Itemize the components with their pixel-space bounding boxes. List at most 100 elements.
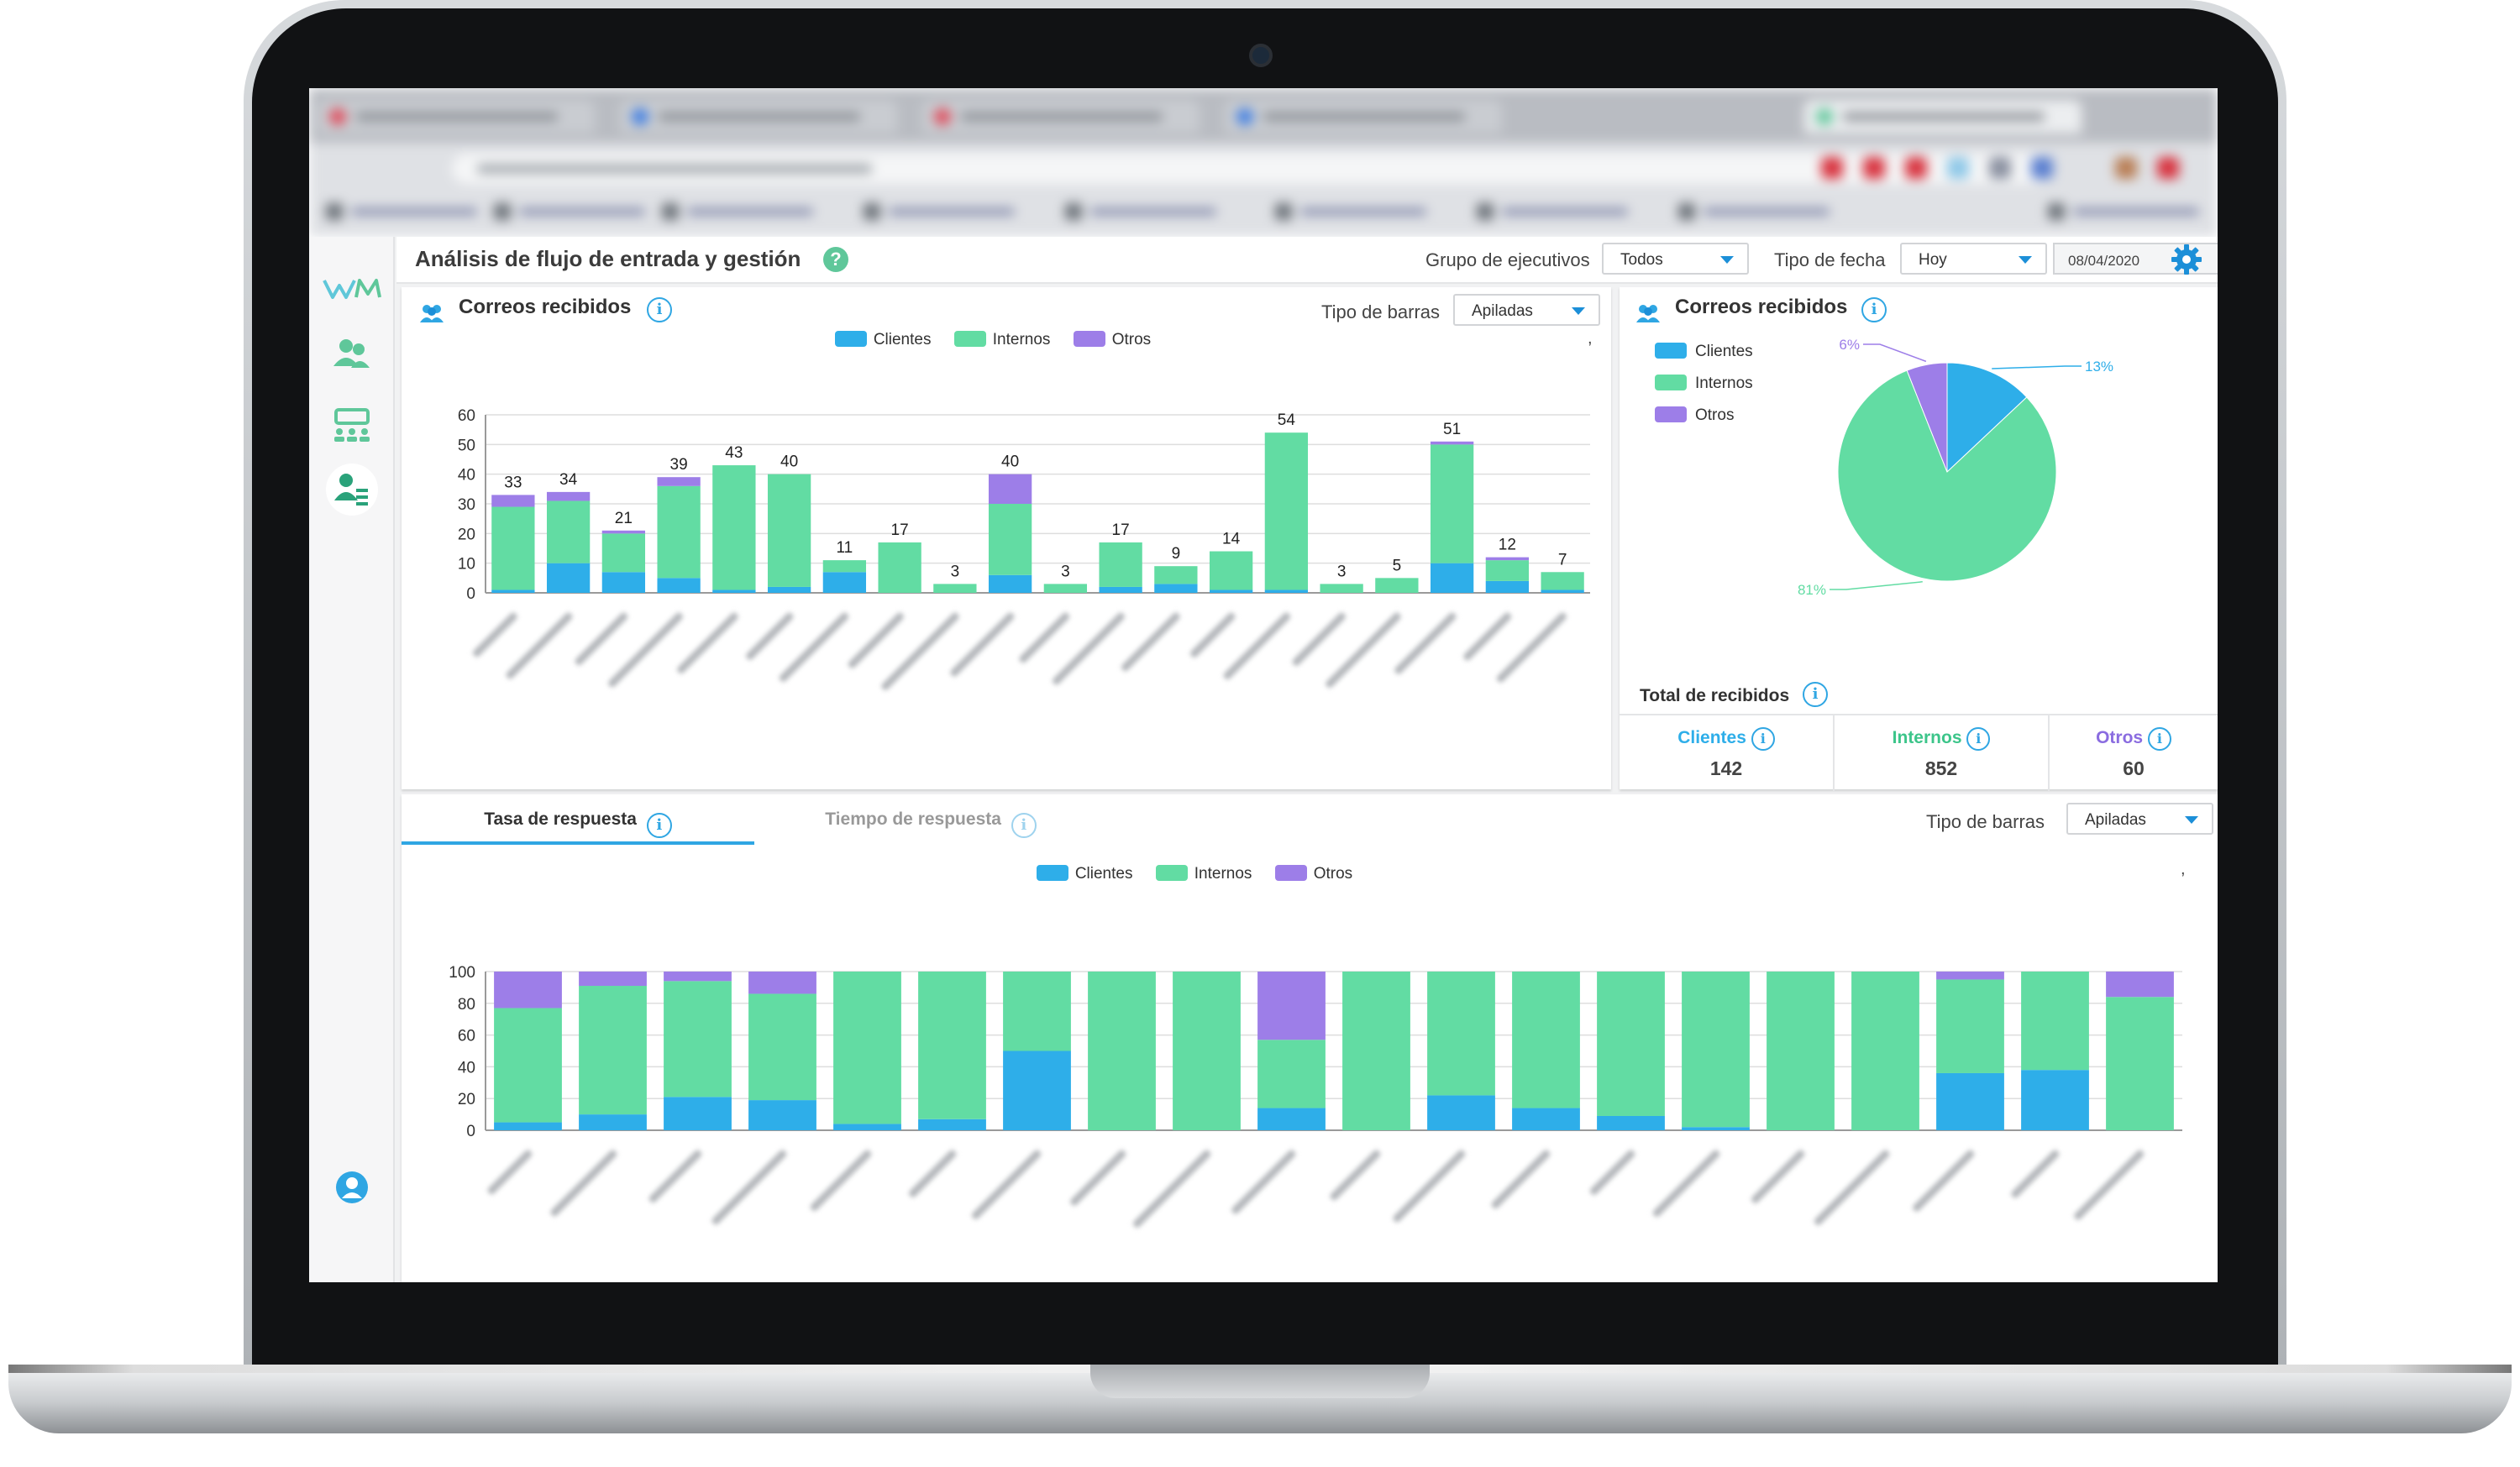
bar-total-label: 5 xyxy=(1393,557,1402,574)
extension-icon[interactable] xyxy=(1947,157,1969,179)
tab-tasa-de-respuesta[interactable]: Tasa de respuesta i xyxy=(402,794,754,845)
team-board-icon[interactable] xyxy=(329,401,375,447)
legend-item-otros[interactable]: Otros xyxy=(1655,406,1753,438)
date-type-select[interactable]: Hoy xyxy=(1900,243,2047,275)
bookmark[interactable] xyxy=(1275,202,1435,222)
gear-icon[interactable] xyxy=(2169,242,2204,277)
received-pie-card: Correos recibidos i Clientes Internos Ot… xyxy=(1620,287,2218,791)
x-tick-label-blurred xyxy=(1070,1150,1126,1206)
legend-item-otros[interactable]: Otros xyxy=(1073,331,1151,349)
bar-segment-internos xyxy=(1430,444,1474,563)
bar-segment-internos xyxy=(1003,972,1071,1051)
bookmark[interactable] xyxy=(662,202,822,222)
extension-icon[interactable] xyxy=(1863,157,1885,179)
address-bar[interactable] xyxy=(452,154,2048,184)
group-label: Grupo de ejecutivos xyxy=(1425,249,1590,270)
avatar[interactable] xyxy=(2115,157,2137,179)
extension-icon[interactable] xyxy=(1989,157,2011,179)
bookmark[interactable] xyxy=(864,202,1023,222)
bookmark[interactable] xyxy=(1678,202,1838,222)
legend-item-clientes[interactable]: Clientes xyxy=(1036,865,1133,883)
bar-type-select[interactable]: Apiladas xyxy=(1453,294,1600,326)
legend-item-clientes[interactable]: Clientes xyxy=(834,331,931,349)
info-icon[interactable]: i xyxy=(1861,297,1887,322)
top-bar: Análisis de flujo de entrada y gestión ?… xyxy=(396,237,2218,284)
bar-total-label: 39 xyxy=(670,456,688,474)
legend-item-internos[interactable]: Internos xyxy=(953,331,1050,349)
extension-icon[interactable] xyxy=(2157,157,2179,179)
extension-icon[interactable] xyxy=(1821,157,1843,179)
x-tick-label-blurred xyxy=(746,612,794,660)
app: Análisis de flujo de entrada y gestión ?… xyxy=(309,237,2218,1282)
bar-segment-internos xyxy=(1209,551,1253,590)
bookmark[interactable] xyxy=(326,202,486,222)
browser-tab[interactable] xyxy=(922,100,1200,134)
legend-item-clientes[interactable]: Clientes xyxy=(1655,343,1753,375)
x-tick-label-blurred xyxy=(779,612,849,682)
legend-item-otros[interactable]: Otros xyxy=(1274,865,1352,883)
info-icon[interactable]: i xyxy=(1803,682,1828,707)
info-icon[interactable]: i xyxy=(2147,727,2171,751)
bar-segment-internos xyxy=(664,981,732,1098)
browser-tab[interactable] xyxy=(1225,100,1502,134)
info-icon[interactable]: i xyxy=(646,813,672,838)
pie-label-leader xyxy=(1830,581,1923,590)
browser-tab-active[interactable] xyxy=(1804,100,2082,134)
bar-segment-internos xyxy=(1043,584,1088,593)
bookmark[interactable] xyxy=(2048,202,2208,222)
info-icon[interactable]: i xyxy=(1011,813,1037,838)
bar-type-select[interactable]: Apiladas xyxy=(2066,803,2213,835)
account-icon[interactable] xyxy=(329,1165,375,1210)
bar-segment-internos xyxy=(1257,1040,1326,1108)
bar-segment-internos xyxy=(579,986,647,1115)
bar-segment-otros xyxy=(664,972,732,982)
bar-segment-internos xyxy=(1541,572,1584,590)
tab-tiempo-de-respuesta[interactable]: Tiempo de respuesta i xyxy=(763,794,1099,845)
bookmark[interactable] xyxy=(1065,202,1225,222)
x-tick-label-blurred xyxy=(487,1150,533,1195)
bar-segment-otros xyxy=(988,474,1032,504)
totals-row: Clientes i 142 Internos i 852 Otros i 60 xyxy=(1620,714,2218,791)
legend-item-internos[interactable]: Internos xyxy=(1155,865,1252,883)
bar-segment-internos xyxy=(933,584,977,593)
help-icon[interactable]: ? xyxy=(823,247,848,272)
wm-logo[interactable] xyxy=(321,274,383,302)
nav-item-active[interactable] xyxy=(326,464,378,516)
bar-segment-internos xyxy=(2106,997,2174,1130)
legend-item-internos[interactable]: Internos xyxy=(1655,375,1753,406)
y-tick-label: 100 xyxy=(449,964,475,982)
x-tick-label-blurred xyxy=(881,612,959,690)
bar-segment-clientes xyxy=(767,586,811,593)
bookmark[interactable] xyxy=(494,202,654,222)
info-icon[interactable]: i xyxy=(1966,727,1991,751)
extension-icon[interactable] xyxy=(2031,157,2053,179)
bar-segment-internos xyxy=(1342,972,1410,1130)
bar-segment-internos xyxy=(822,560,867,573)
date-type-select-value: Hoy xyxy=(1919,251,1947,269)
pie-card-title: Correos recibidos xyxy=(1675,296,1848,318)
chart-legend: Clientes Internos Otros xyxy=(402,331,1603,349)
browser-tab[interactable] xyxy=(318,100,595,134)
bar-segment-internos xyxy=(1427,972,1495,1096)
users-icon[interactable] xyxy=(329,333,375,378)
bar-segment-clientes xyxy=(1264,589,1309,593)
browser-tab-strip xyxy=(309,88,2218,143)
info-icon[interactable]: i xyxy=(647,297,672,322)
extension-icon[interactable] xyxy=(1905,157,1927,179)
total-otros: Otros i 60 xyxy=(2050,715,2218,791)
y-tick-label: 50 xyxy=(458,437,475,454)
y-tick-label: 60 xyxy=(458,407,475,425)
x-tick-label-blurred xyxy=(1019,612,1070,663)
people-icon xyxy=(420,305,444,322)
legend-label: Clientes xyxy=(1074,865,1133,883)
group-select-value: Todos xyxy=(1620,251,1663,269)
bar-segment-internos xyxy=(1375,578,1419,593)
group-select[interactable]: Todos xyxy=(1602,243,1749,275)
browser-tab[interactable] xyxy=(620,100,897,134)
chevron-down-icon xyxy=(1572,307,1585,315)
x-tick-label-blurred xyxy=(575,612,628,666)
legend-label: Internos xyxy=(1695,375,1753,392)
info-icon[interactable]: i xyxy=(1751,727,1775,751)
bookmark[interactable] xyxy=(1477,202,1636,222)
tab-label: Tasa de respuesta xyxy=(484,809,637,829)
